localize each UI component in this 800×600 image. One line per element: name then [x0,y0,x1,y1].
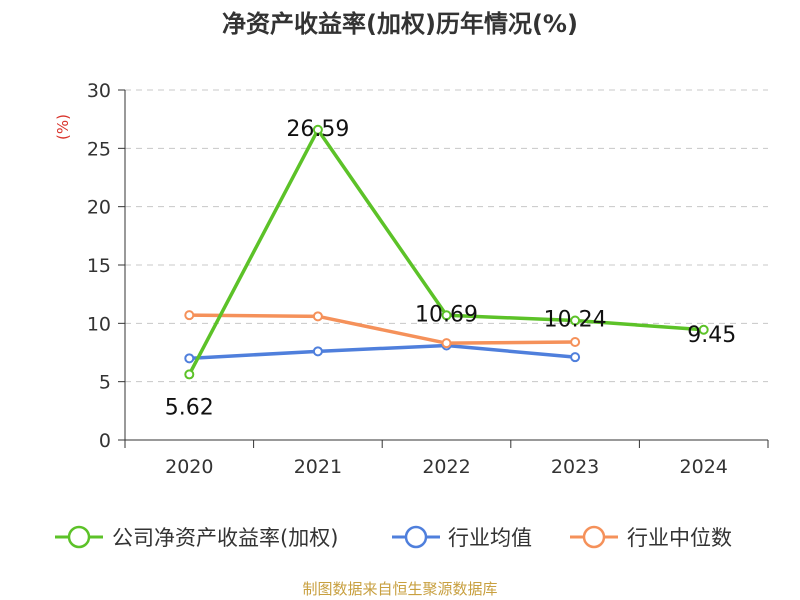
grid-lines [125,89,768,383]
data-point [570,352,581,363]
x-tick-label: 2020 [165,456,213,478]
x-tick-label: 2024 [680,456,728,478]
data-label-group: 5.62 26.59 10.69 10.24 9.45 [165,117,736,421]
x-tick-label: 2021 [294,456,342,478]
series-line [187,128,704,376]
y-tick-label: 30 [87,80,111,102]
data-label: 10.69 [415,302,478,327]
legend: 公司净资产收益率(加权) 行业均值 行业中位数 [55,525,732,550]
source-note: 制图数据来自恒生聚源数据库 [302,580,498,598]
data-point [184,353,195,364]
chart-title: 净资产收益率(加权)历年情况(%) [222,10,578,38]
y-axis-title: (%) [54,114,72,140]
y-tick-label: 0 [99,430,111,452]
data-point [441,310,452,321]
axes: 0 5 10 15 20 25 30 2020 2021 2022 2023 2024 [87,80,769,478]
series-group [184,124,709,380]
legend-marker [404,525,428,549]
y-tick-label: 20 [87,197,111,219]
data-point [312,124,323,135]
data-label: 5.62 [165,395,214,420]
data-point [570,315,581,326]
series-line [189,343,576,361]
legend-marker [582,525,606,549]
data-point [184,369,195,380]
data-label: 26.59 [286,117,349,142]
x-tick-label: 2023 [551,456,599,478]
legend-marker [67,525,91,549]
data-point [184,310,195,321]
y-tick-label: 5 [99,372,111,394]
y-tick-label: 10 [87,313,111,335]
data-point [570,337,581,347]
y-tick-label: 25 [87,138,111,160]
data-point [312,311,323,322]
x-tick-label: 2022 [422,456,470,478]
y-tick-label: 15 [87,255,111,277]
legend-label: 行业中位数 [627,526,732,550]
data-point [312,346,323,357]
data-point [441,338,452,349]
legend-label: 公司净资产收益率(加权) [112,526,338,550]
data-label: 9.45 [687,323,736,348]
series-line [189,313,576,345]
legend-label: 行业均值 [448,526,532,550]
data-label: 10.24 [544,308,607,333]
data-point [698,324,709,335]
